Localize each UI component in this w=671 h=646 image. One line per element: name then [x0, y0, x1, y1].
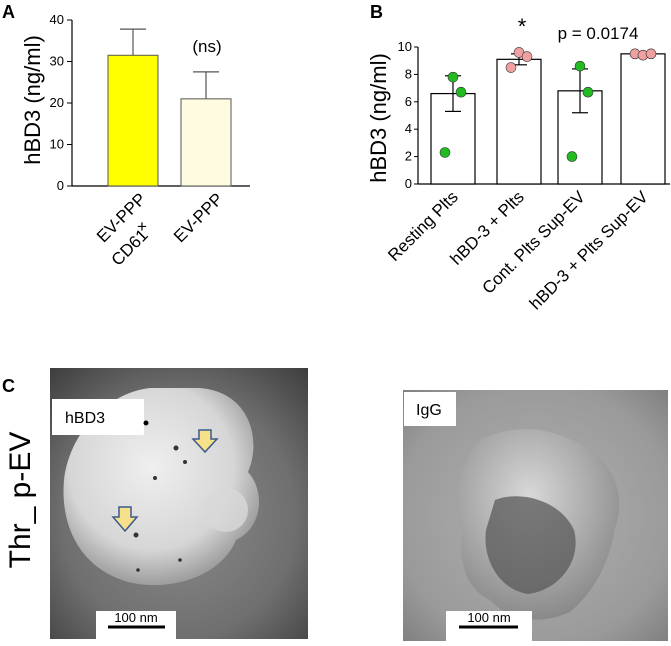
- bar: [496, 58, 542, 185]
- y-tick-label: 40: [50, 12, 64, 27]
- arrow-icon: [111, 506, 139, 533]
- data-point: [574, 60, 586, 72]
- chart-a-annotation: (ns): [192, 37, 221, 56]
- x-tick-label: EV-PPP: [170, 189, 227, 246]
- tem-label-right: IgG: [416, 402, 442, 419]
- tem-label-left: hBD3: [65, 410, 105, 427]
- data-point: [447, 71, 459, 83]
- x-tick-label: +: [137, 217, 147, 236]
- data-point: [582, 86, 594, 98]
- y-tick-label: 10: [50, 137, 64, 152]
- y-tick-label: 20: [50, 95, 64, 110]
- tem-label-box-left: [52, 399, 144, 435]
- data-point: [455, 86, 467, 98]
- scale-text-right: 100 nm: [467, 610, 510, 625]
- x-tick-label: hBD-3 + Plts Sup-EV: [526, 187, 652, 313]
- tem-row-label: Thr_ p-EV: [4, 432, 37, 569]
- data-point: [521, 51, 533, 62]
- scale-text-left: 100 nm: [114, 610, 157, 625]
- data-point: [566, 151, 578, 162]
- tem-image-left: hBD3 100 nm: [50, 368, 308, 641]
- panel-letter-c: C: [2, 376, 15, 396]
- y-tick-label: 2: [405, 149, 412, 164]
- x-tick-label: Cont. Plts Sup-EV: [479, 187, 590, 298]
- bar: [180, 98, 232, 187]
- panel-letter-b: B: [370, 2, 383, 22]
- y-tick-label: 8: [405, 66, 412, 81]
- tem-image-right: IgG 100 nm: [403, 390, 668, 641]
- chart-b-ylabel: hBD3 (ng/ml): [366, 53, 391, 183]
- arrow-icon: [191, 429, 219, 454]
- data-point: [439, 147, 451, 158]
- y-tick-label: 30: [50, 54, 64, 69]
- bar: [107, 54, 159, 187]
- tem-label-box-right: [404, 392, 456, 426]
- data-point: [645, 48, 657, 60]
- y-tick-label: 6: [405, 94, 412, 109]
- chart-b-significance: *: [518, 14, 527, 39]
- y-tick-label: 0: [405, 176, 412, 191]
- data-point: [505, 62, 517, 73]
- chart-a-ylabel: hBD3 (ng/ml): [20, 35, 45, 165]
- panel-letter-a: A: [2, 2, 15, 22]
- y-tick-label: 0: [57, 178, 64, 193]
- y-tick-label: 10: [398, 39, 412, 54]
- chart-b-pvalue: p = 0.0174: [558, 24, 639, 43]
- bar: [620, 53, 666, 185]
- y-tick-label: 4: [405, 121, 412, 136]
